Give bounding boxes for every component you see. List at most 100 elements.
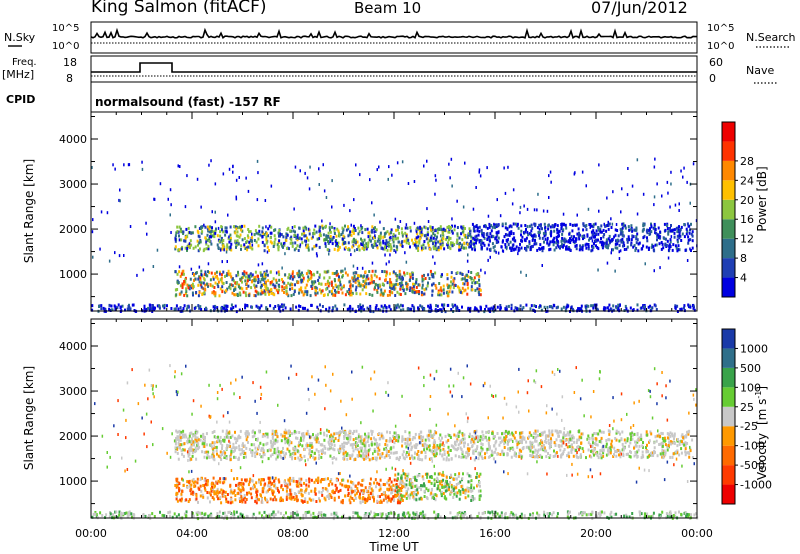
echo-cell (548, 174, 550, 178)
echo-cell (321, 448, 324, 452)
echo-cell (318, 288, 321, 292)
echo-cell (425, 287, 428, 291)
echo-cell (408, 289, 411, 292)
echo-cell (660, 247, 663, 251)
echo-cell (185, 307, 188, 311)
echo-cell (671, 434, 674, 438)
echo-cell (508, 225, 511, 229)
echo-cell (118, 254, 121, 258)
echo-cell (371, 201, 373, 205)
echo-cell (346, 452, 349, 456)
echo-cell (387, 177, 389, 181)
echo-cell (329, 234, 332, 238)
echo-cell (429, 225, 432, 229)
echo-cell (308, 444, 311, 448)
echo-cell (448, 245, 451, 249)
echo-cell (381, 452, 384, 456)
echo-cell (487, 214, 490, 218)
echo-cell (234, 304, 237, 308)
echo-cell (158, 304, 161, 308)
echo-cell (398, 273, 401, 277)
echo-cell (420, 450, 423, 454)
echo-cell (313, 245, 316, 249)
echo-cell (294, 165, 297, 169)
echo-cell (450, 308, 453, 311)
echo-cell (608, 449, 611, 453)
echo-cell (288, 429, 291, 433)
echo-cell (235, 245, 237, 249)
echo-cell (620, 437, 623, 441)
echo-cell (170, 203, 172, 207)
echo-cell (367, 455, 370, 459)
echo-cell (393, 283, 396, 287)
echo-cell (432, 247, 435, 251)
echo-cell (360, 305, 363, 309)
echo-cell (658, 443, 661, 446)
echo-cell (374, 226, 376, 230)
echo-cell (521, 439, 524, 443)
echo-cell (480, 243, 483, 247)
echo-cell (390, 247, 393, 251)
echo-cell (504, 437, 507, 441)
echo-cell (211, 234, 214, 238)
echo-cell (321, 443, 324, 447)
echo-cell (472, 236, 475, 240)
echo-cell (227, 435, 230, 439)
echo-cell (298, 245, 301, 249)
echo-cell (488, 222, 491, 226)
echo-cell (669, 442, 672, 446)
echo-cell (298, 288, 301, 292)
echo-cell (246, 248, 249, 252)
echo-cell (262, 283, 265, 286)
echo-cell (503, 235, 506, 239)
echo-cell (298, 269, 301, 273)
echo-cell (184, 205, 187, 209)
echo-cell (249, 245, 252, 249)
echo-cell (687, 241, 690, 245)
echo-cell (543, 240, 545, 244)
echo-cell (285, 289, 288, 293)
echo-cell (360, 435, 363, 439)
echo-cell (458, 245, 461, 249)
echo-cell (667, 444, 670, 447)
echo-cell (281, 285, 284, 289)
echo-cell (634, 440, 636, 444)
echo-cell (439, 239, 442, 243)
echo-cell (344, 246, 347, 250)
echo-cell (192, 293, 194, 297)
echo-cell (401, 439, 404, 443)
echo-cell (320, 291, 323, 295)
echo-cell (433, 443, 436, 447)
echo-cell (176, 437, 179, 441)
echo-cell (220, 458, 223, 461)
echo-cell (678, 209, 680, 212)
echo-cell (189, 447, 192, 451)
echo-cell (244, 279, 247, 283)
echo-cell (379, 220, 381, 224)
echo-cell (225, 226, 228, 230)
echo-cell (235, 274, 238, 278)
echo-cell (488, 237, 491, 241)
echo-cell (497, 224, 500, 228)
echo-cell (636, 308, 639, 312)
echo-cell (440, 293, 443, 297)
echo-cell (208, 237, 211, 240)
echo-cell (182, 272, 185, 276)
echo-cell (188, 432, 191, 436)
echo-cell (370, 440, 373, 444)
echo-cell (255, 450, 258, 454)
echo-cell (661, 444, 664, 448)
echo-cell (285, 439, 288, 443)
echo-cell (364, 270, 367, 274)
echo-cell (189, 458, 191, 462)
echo-cell (374, 283, 377, 287)
echo-cell (493, 450, 496, 454)
echo-cell (408, 431, 411, 435)
echo-cell (350, 289, 352, 293)
echo-cell (177, 307, 180, 311)
echo-cell (400, 227, 403, 231)
echo-cell (214, 304, 217, 308)
echo-cell (538, 442, 541, 446)
echo-cell (308, 452, 311, 456)
